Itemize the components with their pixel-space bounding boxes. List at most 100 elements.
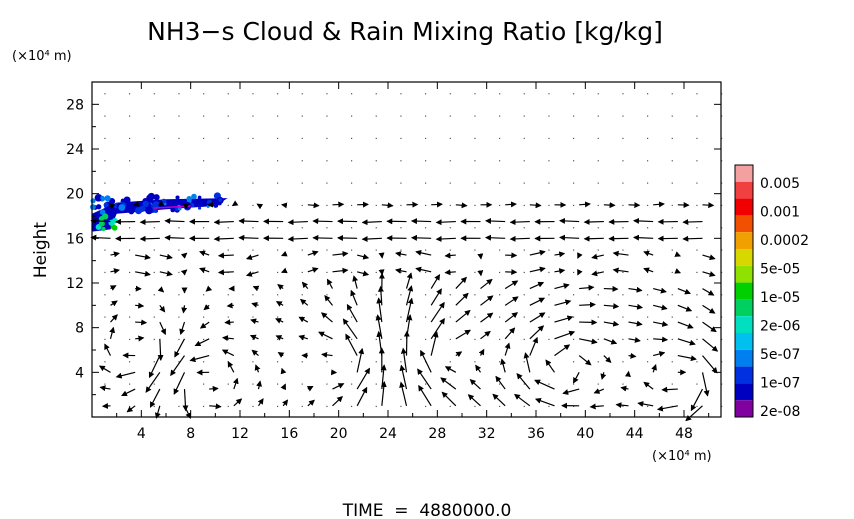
grid-dot — [178, 361, 180, 363]
grid-dot — [573, 271, 575, 274]
wind-vector — [628, 303, 644, 310]
grid-dot — [425, 271, 427, 274]
grid-dot — [647, 182, 649, 184]
y-axis-ticks: 4 8 12 16 20 24 28 — [66, 97, 721, 396]
grid-dot — [597, 137, 599, 140]
grid-dot — [647, 338, 649, 341]
grid-dot — [277, 227, 279, 229]
grid-dot — [400, 361, 402, 363]
grid-dot — [252, 137, 254, 140]
grid-dot — [671, 338, 673, 341]
grid-dot — [647, 204, 649, 207]
grid-dot — [104, 338, 106, 341]
grid-dot — [499, 338, 501, 341]
wind-vector — [444, 252, 456, 259]
wind-vector — [381, 202, 394, 209]
grid-dot — [203, 115, 205, 117]
grid-dot — [301, 361, 303, 363]
chart-title: NH3−s Cloud & Rain Mixing Ratio [kg/kg] — [147, 17, 663, 46]
colorbar-swatch — [735, 400, 753, 417]
grid-dot — [474, 294, 476, 296]
grid-dot — [523, 316, 525, 318]
wind-vector — [480, 330, 491, 340]
colorbar: 0.005 0.001 0.0002 5e-05 1e-05 2e-06 5e-07 1e-0… — [734, 164, 809, 420]
grid-dot — [647, 271, 649, 274]
wind-vector — [603, 202, 616, 209]
grid-dot — [326, 227, 328, 229]
wind-vector — [350, 289, 358, 306]
wind-vector — [221, 335, 234, 342]
grid-dot — [252, 316, 254, 318]
grid-dot — [597, 160, 599, 162]
wind-vector — [430, 317, 445, 340]
grid-dot — [104, 93, 106, 95]
wind-vector — [332, 250, 349, 257]
grid-dot — [696, 249, 698, 251]
wind-vector — [545, 359, 555, 373]
grid-dot — [375, 115, 377, 117]
wind-vector — [164, 217, 185, 224]
y-tick-label: 4 — [75, 365, 84, 381]
colorbar-label: 1e-07 — [760, 376, 800, 392]
cloud-cell — [161, 198, 167, 204]
wind-vector — [90, 234, 111, 241]
grid-dot — [400, 115, 402, 117]
wind-vector — [135, 319, 148, 326]
wind-vector — [529, 325, 545, 340]
grid-dot — [622, 160, 624, 162]
grid-dot — [400, 204, 402, 207]
grid-dot — [277, 249, 279, 251]
wind-vector — [395, 267, 407, 274]
grid-dot — [523, 137, 525, 140]
wind-vector — [554, 344, 571, 357]
cloud-cell — [218, 198, 223, 202]
wind-vector — [656, 405, 678, 412]
grid-dot — [548, 204, 550, 207]
grid-dot — [351, 115, 353, 117]
grid-dot — [203, 182, 205, 184]
grid-dot — [351, 93, 353, 95]
grid-dot — [425, 294, 427, 296]
wind-vector — [702, 338, 719, 352]
wind-vector — [98, 365, 111, 373]
grid-dot — [548, 316, 550, 318]
grid-dot — [400, 93, 402, 95]
grid-dot — [326, 405, 328, 408]
wind-vector — [275, 318, 284, 324]
wind-vector — [554, 299, 572, 306]
grid-dot — [326, 160, 328, 162]
wind-vector — [415, 266, 432, 273]
grid-dot — [301, 338, 303, 341]
wind-vector — [139, 219, 160, 226]
grid-dot — [301, 316, 303, 318]
wind-vector — [685, 405, 703, 422]
wind-vector — [455, 329, 471, 340]
grid-dot — [129, 115, 131, 117]
x-axis-unit: (×10⁴ m) — [652, 449, 712, 464]
wind-vector — [702, 304, 716, 314]
grid-dot — [375, 361, 377, 363]
grid-dot — [178, 93, 180, 95]
grid-dot — [277, 361, 279, 363]
wind-vector — [415, 249, 432, 256]
grid-dot — [499, 361, 501, 363]
grid-dot — [499, 115, 501, 117]
grid-dot — [622, 405, 624, 408]
grid-dot — [326, 137, 328, 140]
wind-vector — [529, 281, 545, 290]
grid-dot — [375, 204, 377, 207]
grid-dot — [252, 93, 254, 95]
wind-vector — [603, 285, 619, 292]
grid-dot — [252, 115, 254, 117]
grid-dot — [104, 182, 106, 184]
wind-vector — [199, 267, 210, 274]
wind-vector — [591, 253, 604, 260]
wind-vector — [677, 321, 694, 329]
grid-dot — [277, 316, 279, 318]
grid-dot — [277, 338, 279, 341]
grid-dot — [351, 227, 353, 229]
cloud-cell — [206, 199, 212, 205]
wind-vector — [410, 218, 432, 225]
grid-dot — [326, 115, 328, 117]
grid-dot — [252, 361, 254, 363]
